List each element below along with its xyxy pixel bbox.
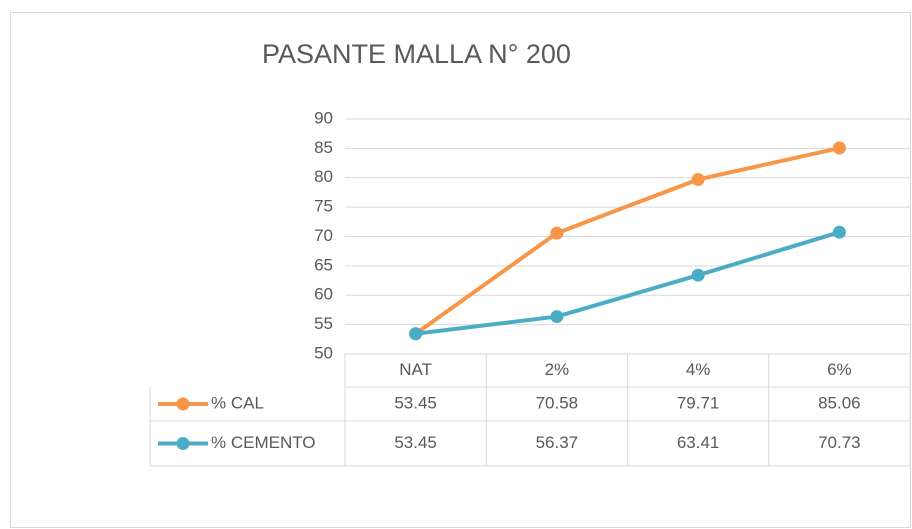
table-value: 63.41: [677, 433, 720, 452]
y-tick-label: 60: [314, 285, 333, 304]
data-point: [409, 327, 423, 341]
y-tick-label: 55: [314, 314, 333, 333]
table-value: 53.45: [394, 433, 437, 452]
table-value: 70.73: [818, 433, 861, 452]
y-tick-label: 80: [314, 167, 333, 186]
legend-marker: [176, 397, 190, 411]
table-value: 56.37: [536, 433, 579, 452]
legend-label: % CEMENTO: [211, 433, 316, 452]
y-tick-label: 85: [314, 138, 333, 157]
x-tick-label: 2%: [545, 360, 570, 379]
series-line: [415, 230, 840, 336]
y-tick-label: 90: [314, 108, 333, 127]
data-point: [691, 268, 705, 282]
chart-title: PASANTE MALLA N° 200: [262, 39, 571, 69]
y-tick-label: 75: [314, 197, 333, 216]
data-point: [550, 310, 564, 324]
y-tick-label: 65: [314, 255, 333, 274]
legend-label: % CAL: [211, 393, 264, 412]
table-value: 53.45: [394, 393, 437, 412]
legend-marker: [176, 437, 190, 450]
x-tick-label: NAT: [399, 360, 432, 379]
y-tick-label: 50: [314, 343, 333, 362]
data-point: [832, 141, 846, 155]
data-point: [550, 226, 564, 240]
data-point: [832, 225, 846, 239]
table-value: 70.58: [536, 393, 579, 412]
y-tick-label: 70: [314, 226, 333, 245]
data-point: [691, 172, 705, 186]
x-tick-label: 4%: [686, 360, 711, 379]
table-value: 79.71: [677, 393, 720, 412]
chart-frame: [10, 12, 911, 528]
x-tick-label: 6%: [827, 360, 852, 379]
table-value: 85.06: [818, 393, 861, 412]
series-line: [414, 146, 840, 336]
